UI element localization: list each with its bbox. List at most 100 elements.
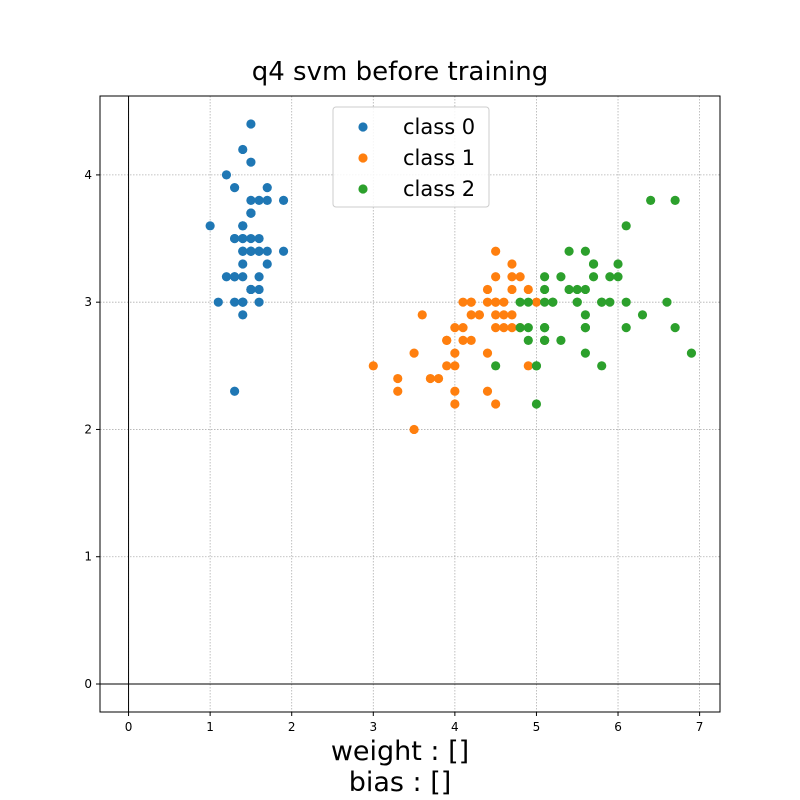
x-tick-label: 2 bbox=[288, 720, 296, 734]
data-point bbox=[580, 323, 590, 333]
legend-marker bbox=[358, 122, 368, 132]
data-point bbox=[278, 246, 289, 256]
data-point bbox=[433, 373, 444, 384]
data-point bbox=[254, 195, 264, 205]
data-point bbox=[278, 195, 289, 205]
data-point bbox=[646, 195, 656, 205]
data-point bbox=[466, 310, 476, 320]
data-point bbox=[482, 297, 493, 307]
data-point bbox=[621, 221, 631, 231]
data-point bbox=[246, 195, 256, 205]
data-point bbox=[466, 297, 476, 307]
data-point bbox=[491, 323, 501, 333]
data-point bbox=[588, 272, 599, 282]
data-point bbox=[238, 297, 248, 307]
data-point bbox=[491, 399, 501, 409]
axis-ticks: 0 1 2 3 4 5 6 7 0 1 2 3 4 bbox=[84, 168, 703, 734]
data-point bbox=[417, 310, 427, 320]
legend-marker bbox=[358, 184, 368, 194]
data-point bbox=[515, 272, 525, 282]
data-point bbox=[499, 310, 509, 320]
data-point bbox=[540, 323, 550, 333]
data-point bbox=[221, 272, 232, 282]
x-tick-label: 1 bbox=[206, 720, 214, 734]
legend-box bbox=[332, 106, 490, 208]
data-point bbox=[482, 348, 493, 358]
data-point bbox=[637, 310, 648, 320]
data-point bbox=[515, 323, 525, 333]
data-point bbox=[246, 233, 256, 244]
data-point bbox=[230, 272, 240, 282]
legend-marker bbox=[358, 153, 368, 163]
data-point bbox=[458, 335, 468, 345]
data-point bbox=[686, 348, 697, 358]
data-point bbox=[523, 323, 533, 333]
data-point bbox=[409, 348, 419, 358]
y-tick-label: 1 bbox=[84, 550, 92, 564]
data-point bbox=[556, 335, 566, 345]
data-point bbox=[580, 284, 590, 295]
data-point bbox=[221, 170, 232, 180]
data-point bbox=[491, 310, 501, 320]
series-1 bbox=[368, 246, 550, 435]
data-point bbox=[580, 310, 590, 320]
data-point bbox=[450, 348, 460, 358]
data-point bbox=[499, 297, 509, 307]
y-tick-label: 2 bbox=[84, 422, 92, 436]
data-point bbox=[515, 297, 525, 307]
y-tick-label: 4 bbox=[84, 168, 92, 182]
data-point bbox=[548, 297, 558, 307]
data-point bbox=[662, 297, 672, 307]
y-tick-label: 3 bbox=[84, 295, 92, 309]
data-point bbox=[605, 297, 615, 307]
data-point bbox=[474, 310, 484, 320]
data-point bbox=[450, 399, 460, 409]
data-point bbox=[254, 246, 264, 256]
data-point bbox=[393, 373, 403, 384]
data-point bbox=[254, 233, 264, 244]
data-point bbox=[531, 361, 542, 371]
data-point bbox=[621, 323, 631, 333]
data-point bbox=[597, 361, 607, 371]
chart-title: q4 svm before training bbox=[252, 57, 549, 87]
legend: class 0 class 1 class 2 bbox=[332, 106, 490, 208]
data-point bbox=[572, 284, 582, 295]
data-point bbox=[450, 386, 460, 396]
data-point bbox=[205, 221, 215, 231]
legend-label: class 0 bbox=[403, 115, 475, 139]
data-point bbox=[458, 323, 468, 333]
data-point bbox=[491, 272, 501, 282]
data-point bbox=[491, 297, 501, 307]
data-point bbox=[507, 310, 517, 320]
data-point bbox=[597, 297, 607, 307]
data-point bbox=[580, 348, 590, 358]
legend-label: class 1 bbox=[403, 146, 475, 170]
x-tick-label: 4 bbox=[451, 720, 459, 734]
series-0 bbox=[205, 119, 289, 396]
data-point bbox=[238, 259, 248, 269]
data-point bbox=[523, 335, 533, 345]
series-2 bbox=[491, 195, 697, 409]
data-point bbox=[540, 335, 550, 345]
data-point bbox=[540, 284, 550, 295]
weight-annotation: weight : [] bbox=[331, 736, 469, 767]
data-point bbox=[262, 259, 272, 269]
data-point bbox=[230, 386, 240, 396]
data-point bbox=[621, 297, 631, 307]
x-tick-label: 7 bbox=[696, 720, 704, 734]
data-point bbox=[491, 246, 501, 256]
x-tick-label: 6 bbox=[614, 720, 622, 734]
data-point bbox=[262, 195, 272, 205]
data-point bbox=[458, 297, 468, 307]
data-point bbox=[482, 386, 493, 396]
data-point bbox=[246, 246, 256, 256]
data-point bbox=[262, 246, 272, 256]
data-point bbox=[580, 246, 590, 256]
data-point bbox=[531, 297, 542, 307]
data-point bbox=[564, 284, 574, 295]
data-point bbox=[238, 272, 248, 282]
data-point bbox=[368, 361, 378, 371]
data-point bbox=[482, 284, 493, 295]
data-point bbox=[507, 259, 517, 269]
y-tick-label: 0 bbox=[84, 677, 92, 691]
